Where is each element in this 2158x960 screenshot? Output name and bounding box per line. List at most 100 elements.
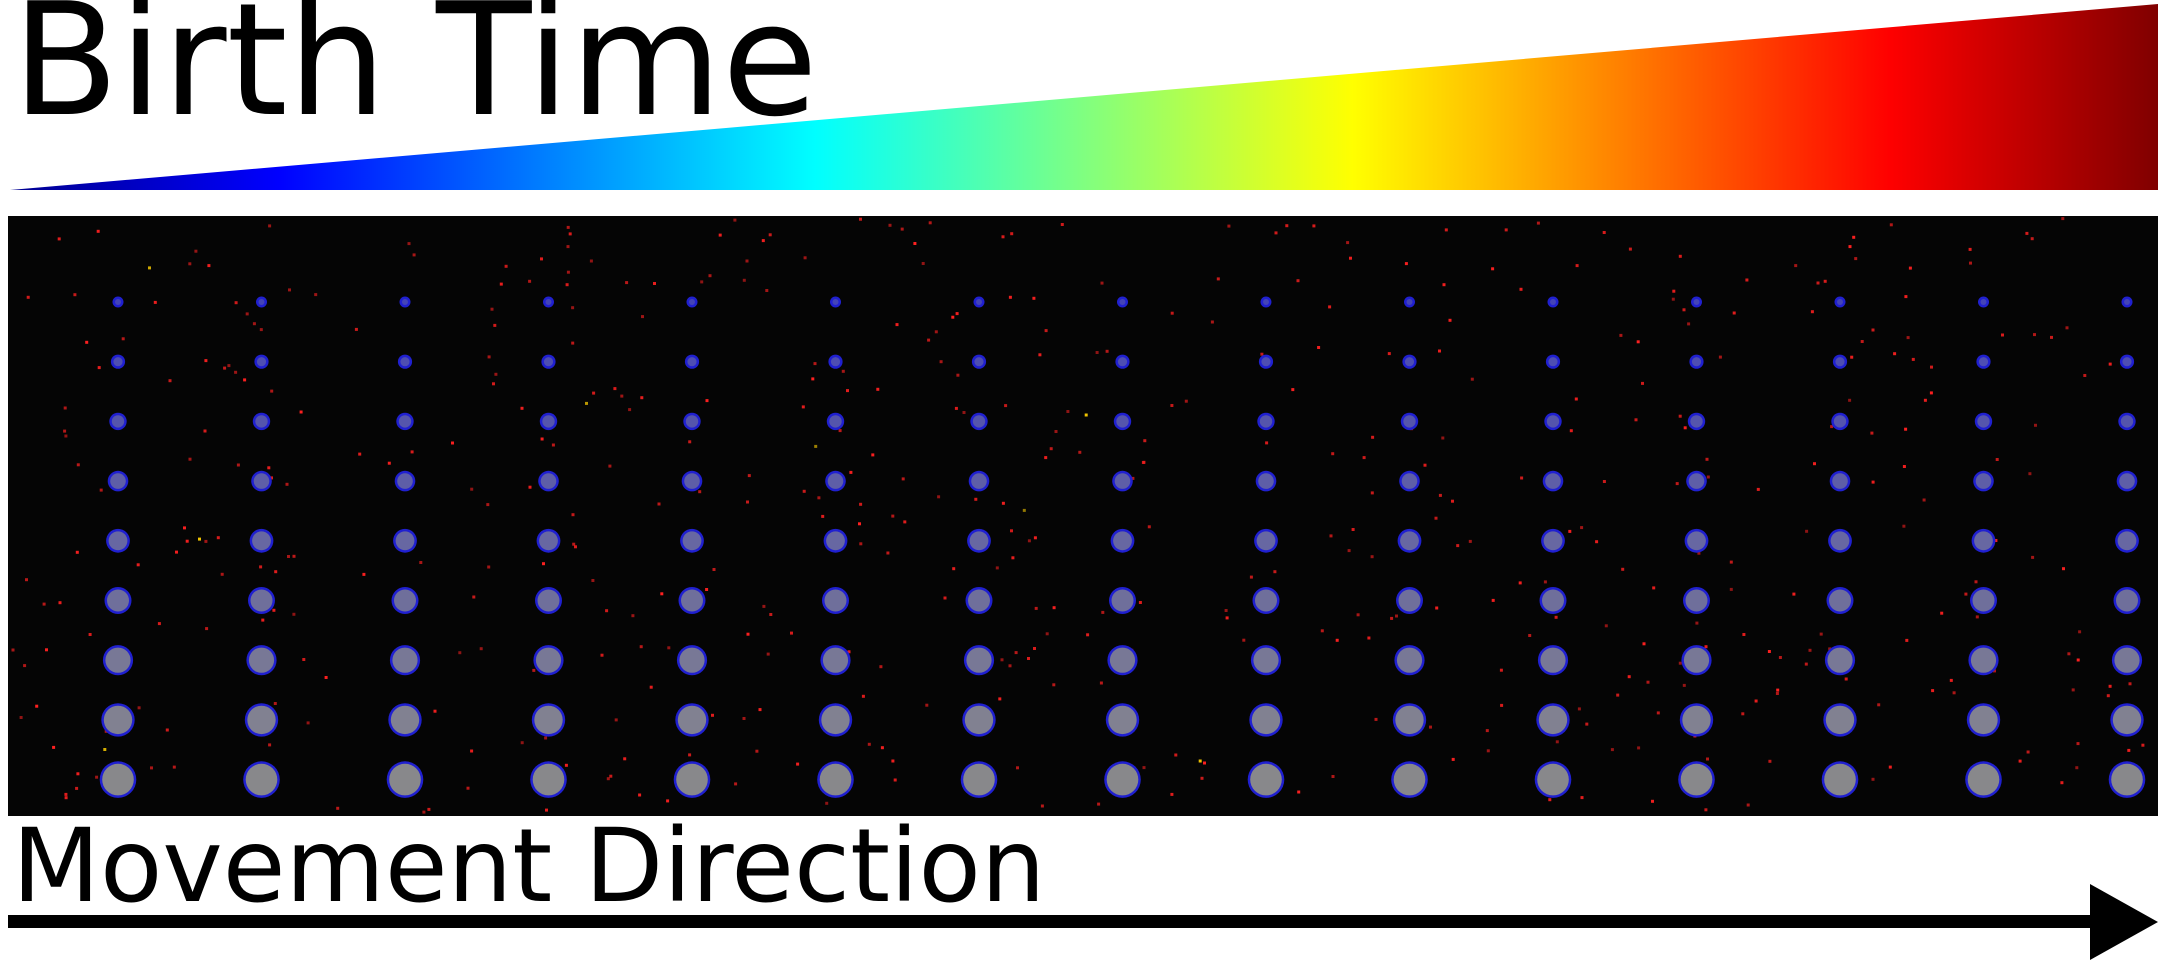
particle (538, 470, 559, 492)
noise-dot (1008, 295, 1012, 299)
noise-dot (1011, 556, 1015, 560)
noise-dot (657, 502, 661, 506)
noise-dot (1260, 352, 1264, 356)
noise-dot (2031, 555, 2035, 559)
particle (1392, 703, 1427, 737)
noise-dot (1729, 560, 1733, 564)
noise-dot (270, 476, 273, 480)
movement-direction-arrow (8, 884, 2158, 960)
noise-dot (1683, 426, 1687, 430)
particle (960, 761, 998, 798)
noise-dot (52, 745, 56, 749)
noise-dot (765, 289, 769, 292)
noise-dot (499, 282, 503, 286)
noise-dot (1441, 436, 1445, 440)
particle (1689, 354, 1704, 369)
noise-dot (846, 389, 849, 393)
particle (1113, 412, 1132, 431)
noise-dot (1242, 638, 1246, 642)
noise-dot (227, 364, 231, 368)
noise-dot (2141, 743, 2145, 747)
noise-dot (769, 613, 773, 616)
noise-dot (1141, 461, 1145, 464)
noise-dot (1968, 247, 1972, 251)
noise-dot (470, 487, 474, 491)
noise-dot (2050, 335, 2053, 339)
noise-dot (1628, 247, 1632, 251)
noise-dot (1621, 567, 1625, 571)
particle (531, 703, 566, 737)
noise-dot (458, 651, 462, 655)
noise-dot (1143, 439, 1147, 443)
noise-dot (494, 372, 498, 376)
particle (397, 354, 413, 369)
noise-dot (1741, 712, 1745, 716)
particle (1109, 587, 1136, 614)
noise-dot (893, 778, 897, 782)
noise-dot (1642, 642, 1646, 646)
birth-time-title: Birth Time (12, 0, 818, 151)
noise-dot (95, 775, 99, 779)
noise-dot (1682, 683, 1686, 687)
noise-dot (1634, 418, 1638, 422)
noise-dot (962, 411, 966, 414)
noise-dot (1768, 759, 1772, 763)
noise-dot (422, 810, 426, 814)
noise-dot (1904, 427, 1908, 431)
noise-dot (1022, 508, 1026, 512)
noise-dot (273, 702, 277, 705)
noise-dot (243, 378, 247, 382)
particle (828, 354, 843, 369)
noise-dot (1828, 647, 1832, 651)
noise-dot (1001, 235, 1005, 239)
particle (968, 470, 990, 492)
noise-dot (952, 567, 956, 571)
noise-dot (900, 227, 904, 231)
noise-dot (1147, 525, 1151, 529)
particle (1978, 296, 1989, 308)
noise-dot (1142, 766, 1146, 770)
noise-dot (493, 323, 497, 327)
noise-dot (1451, 757, 1455, 761)
noise-dot (1619, 333, 1623, 337)
particle (104, 587, 132, 614)
particle (1112, 470, 1133, 492)
particle (1826, 587, 1854, 614)
particle (543, 296, 554, 308)
noise-dot (660, 592, 664, 596)
noise-dot (136, 563, 140, 567)
particle (1110, 528, 1135, 553)
noise-dot (733, 218, 737, 222)
noise-dot (410, 450, 414, 454)
noise-dot (2034, 423, 2037, 427)
noise-dot (1568, 529, 1572, 533)
noise-dot (545, 808, 548, 812)
noise-dot (1274, 231, 1278, 235)
noise-dot (891, 759, 895, 763)
particle (389, 645, 421, 676)
noise-dot (688, 440, 692, 444)
noise-dot (888, 223, 892, 227)
particle (1970, 587, 1997, 614)
noise-dot (1922, 498, 1926, 502)
particle (1973, 470, 1994, 492)
noise-dot (63, 406, 67, 410)
noise-dot (571, 341, 575, 345)
noise-dot (183, 526, 186, 530)
noise-dot (1929, 391, 1933, 395)
noise-dot (58, 601, 62, 605)
noise-dot (204, 539, 208, 543)
noise-dot (25, 578, 28, 582)
particle-image-panel (8, 216, 2158, 816)
noise-dot (1331, 452, 1335, 456)
noise-dot (937, 495, 941, 499)
noise-dot (2060, 781, 2064, 785)
noise-dot (259, 328, 263, 332)
noise-dot (1852, 235, 1856, 239)
noise-dot (96, 229, 100, 233)
noise-dot (63, 429, 67, 433)
noise-dot (23, 664, 27, 668)
noise-dot (64, 792, 68, 796)
noise-dot (847, 650, 851, 654)
particle (2116, 470, 2138, 492)
